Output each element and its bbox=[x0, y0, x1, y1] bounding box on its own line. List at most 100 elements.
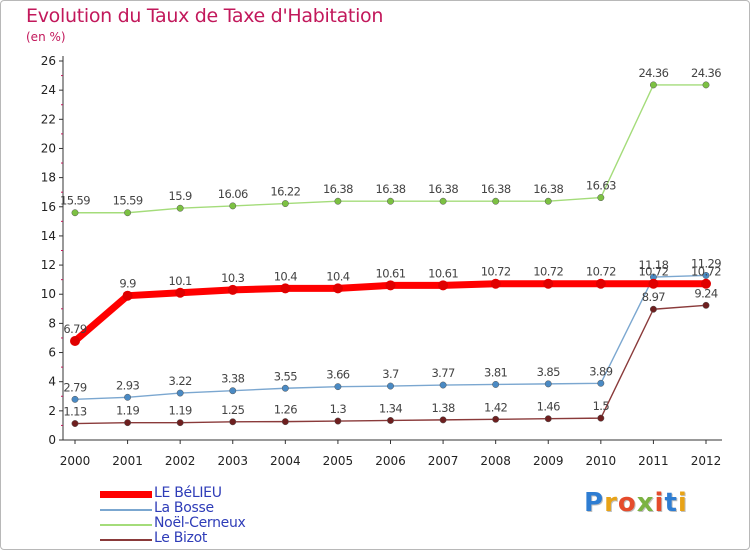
x-tick-label: 2005 bbox=[323, 454, 354, 468]
legend-swatch bbox=[100, 491, 152, 498]
data-point bbox=[492, 381, 500, 388]
legend-label: La Bosse bbox=[154, 500, 214, 516]
data-label: 10.61 bbox=[376, 266, 406, 280]
legend-label: Noël-Cerneux bbox=[154, 515, 246, 531]
data-point bbox=[649, 305, 657, 313]
y-tick-label: 2 bbox=[48, 404, 56, 418]
data-point bbox=[492, 197, 500, 205]
data-point bbox=[124, 393, 132, 401]
data-label: 1.19 bbox=[116, 404, 139, 418]
data-label: 3.66 bbox=[326, 368, 349, 382]
data-label: 6.79 bbox=[63, 322, 86, 336]
y-tick-label: 20 bbox=[41, 141, 56, 155]
data-label: 16.38 bbox=[376, 182, 406, 196]
data-label: 1.38 bbox=[431, 401, 454, 415]
y-tick-label: 8 bbox=[48, 316, 56, 330]
data-point bbox=[597, 414, 605, 422]
x-tick-label: 2008 bbox=[480, 454, 511, 468]
data-point bbox=[385, 280, 396, 291]
data-label: 16.38 bbox=[428, 182, 458, 196]
data-label: 11.18 bbox=[638, 258, 668, 272]
y-tick-label: 12 bbox=[41, 258, 56, 272]
data-label: 2.79 bbox=[63, 380, 86, 394]
data-label: 3.85 bbox=[537, 365, 560, 379]
data-label: 10.61 bbox=[428, 266, 458, 280]
data-point bbox=[176, 419, 184, 427]
data-point bbox=[70, 336, 80, 347]
x-tick-label: 2000 bbox=[60, 454, 91, 468]
data-label: 3.77 bbox=[431, 366, 454, 380]
data-label: 9.24 bbox=[694, 286, 717, 300]
data-point bbox=[544, 380, 552, 388]
data-label: 3.55 bbox=[274, 369, 297, 383]
data-label: 10.72 bbox=[691, 265, 721, 279]
logo-letter: r bbox=[604, 488, 618, 518]
legend-swatch bbox=[100, 539, 152, 541]
data-label: 10.72 bbox=[586, 265, 616, 279]
data-point bbox=[176, 389, 184, 397]
data-label: 16.06 bbox=[218, 187, 248, 201]
data-label: 3.22 bbox=[169, 374, 192, 388]
data-point bbox=[438, 280, 449, 291]
data-point bbox=[597, 194, 605, 202]
data-label: 8.97 bbox=[642, 290, 665, 304]
x-tick-label: 2009 bbox=[533, 454, 564, 468]
x-tick-label: 2001 bbox=[112, 454, 143, 468]
data-label: 10.1 bbox=[169, 274, 192, 288]
logo-letter: i bbox=[677, 488, 688, 518]
logo-letter: x bbox=[636, 488, 655, 518]
data-point bbox=[702, 301, 710, 309]
y-tick-label: 6 bbox=[48, 346, 56, 360]
x-tick-label: 2010 bbox=[586, 454, 617, 468]
data-point bbox=[387, 417, 394, 424]
data-point bbox=[702, 81, 710, 89]
chart-title: Evolution du Taux de Taxe d'Habitation bbox=[26, 5, 384, 27]
data-point bbox=[490, 278, 501, 289]
data-point bbox=[334, 197, 342, 205]
data-label: 16.38 bbox=[533, 182, 563, 196]
data-point bbox=[175, 287, 186, 298]
legend-swatch bbox=[100, 524, 152, 526]
y-tick-label: 18 bbox=[41, 171, 56, 185]
data-label: 1.13 bbox=[63, 405, 86, 419]
data-label: 1.19 bbox=[169, 404, 192, 418]
data-label: 1.3 bbox=[330, 402, 347, 416]
y-tick-label: 4 bbox=[48, 375, 56, 389]
data-point bbox=[332, 283, 343, 294]
data-label: 24.36 bbox=[691, 66, 721, 80]
data-label: 1.34 bbox=[379, 401, 402, 415]
data-point bbox=[71, 420, 79, 427]
y-tick-label: 26 bbox=[41, 54, 56, 68]
data-label: 16.38 bbox=[481, 182, 511, 196]
y-tick-label: 10 bbox=[41, 287, 56, 301]
data-point bbox=[439, 381, 447, 389]
data-point bbox=[597, 379, 605, 387]
data-point bbox=[492, 415, 500, 423]
data-label: 10.72 bbox=[638, 265, 668, 279]
data-point bbox=[543, 278, 554, 289]
data-point bbox=[176, 204, 184, 212]
legend-label: LE BéLIEU bbox=[154, 485, 222, 501]
chart-series bbox=[70, 81, 711, 427]
data-label: 3.81 bbox=[484, 365, 507, 379]
data-point bbox=[702, 271, 710, 279]
data-point bbox=[280, 283, 291, 294]
chart-subtitle: (en %) bbox=[26, 30, 66, 44]
data-label: 1.46 bbox=[537, 400, 560, 414]
data-point bbox=[387, 382, 394, 390]
data-point bbox=[334, 417, 342, 425]
series-line bbox=[71, 280, 710, 345]
data-point bbox=[334, 383, 342, 391]
data-point bbox=[281, 200, 289, 208]
data-point bbox=[124, 209, 132, 217]
data-label: 3.38 bbox=[221, 372, 244, 386]
data-label: 15.59 bbox=[60, 194, 90, 208]
data-point bbox=[701, 278, 711, 289]
x-tick-label: 2007 bbox=[428, 454, 459, 468]
data-label: 10.4 bbox=[274, 269, 297, 283]
data-point bbox=[439, 416, 447, 424]
data-label: 16.63 bbox=[586, 179, 616, 193]
data-point bbox=[229, 202, 237, 210]
